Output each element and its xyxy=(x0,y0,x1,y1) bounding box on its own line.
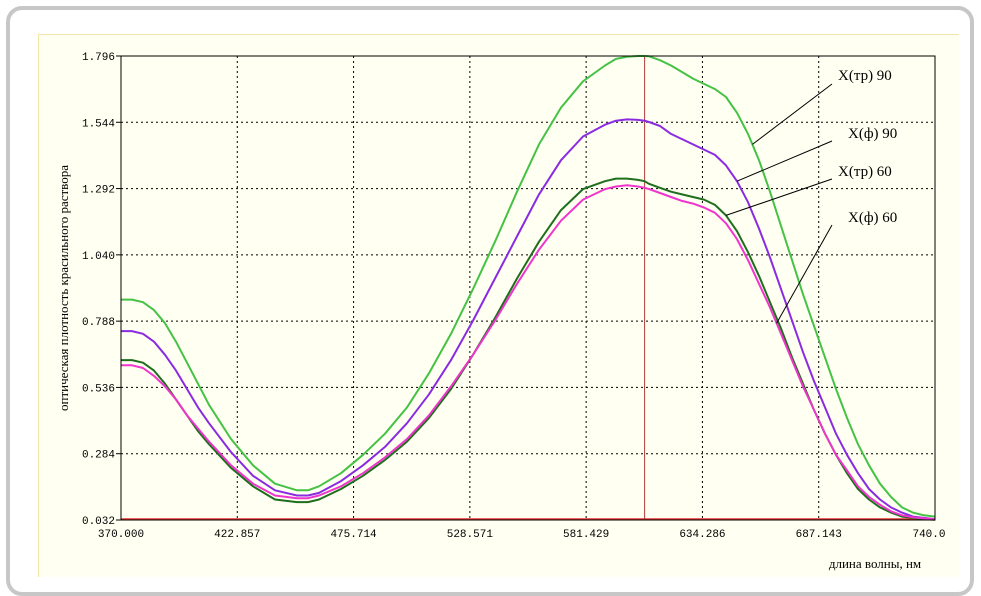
plot-area-border xyxy=(120,55,936,521)
series-label: X(тр) 90 xyxy=(838,68,892,84)
x-tick-label: 687.143 xyxy=(796,529,842,541)
series-labels: X(тр) 90 X(ф) 90 X(тр) 60 X(ф) 60 xyxy=(725,68,897,324)
x-tick-label: 528.571 xyxy=(447,529,494,541)
y-tick-label: 0.032 xyxy=(82,516,115,528)
series-line-1 xyxy=(121,118,936,521)
y-tick-label: 1.796 xyxy=(82,52,115,64)
y-axis-ticks: 0.032 0.284 0.536 0.788 1.040 1.292 1.544 1.796 xyxy=(82,52,121,528)
y-tick-label: 1.544 xyxy=(82,118,115,130)
x-tick-label: 740.0 xyxy=(912,529,945,541)
series-lines xyxy=(121,55,936,521)
plot-panel xyxy=(38,34,959,577)
series-line-0 xyxy=(121,55,936,518)
x-tick-label: 370.000 xyxy=(98,529,144,541)
y-tick-label: 0.536 xyxy=(82,383,115,395)
x-tick-label: 475.714 xyxy=(330,529,377,541)
x-tick-label: 422.857 xyxy=(214,529,260,541)
series-line-2 xyxy=(121,177,936,521)
series-label-pointer xyxy=(752,83,833,145)
y-tick-label: 1.040 xyxy=(82,251,115,263)
series-label: X(ф) 90 xyxy=(848,126,897,142)
y-tick-label: 0.788 xyxy=(82,317,115,329)
x-tick-label: 581.429 xyxy=(563,529,609,541)
y-tick-label: 0.284 xyxy=(82,450,115,462)
x-tick-label: 634.286 xyxy=(679,529,725,541)
spectrum-chart: 0.032 0.284 0.536 0.788 1.040 1.292 1.544 1.796… xyxy=(56,52,946,571)
y-tick-label: 1.292 xyxy=(82,185,115,197)
series-label-pointer xyxy=(736,140,833,182)
y-axis-title: оптическая плотность красильного раствор… xyxy=(56,165,71,411)
grid-lines xyxy=(121,56,935,520)
series-label: X(ф) 60 xyxy=(848,210,897,226)
x-axis-title: длина волны, нм xyxy=(829,556,921,571)
series-label-pointer xyxy=(725,178,833,216)
series-line-3 xyxy=(121,184,936,521)
x-axis-ticks: 370.000 422.857 475.714 528.571 581.429 634.2… xyxy=(98,529,946,541)
series-label-pointer xyxy=(776,224,833,324)
series-label: X(тр) 60 xyxy=(838,164,892,180)
